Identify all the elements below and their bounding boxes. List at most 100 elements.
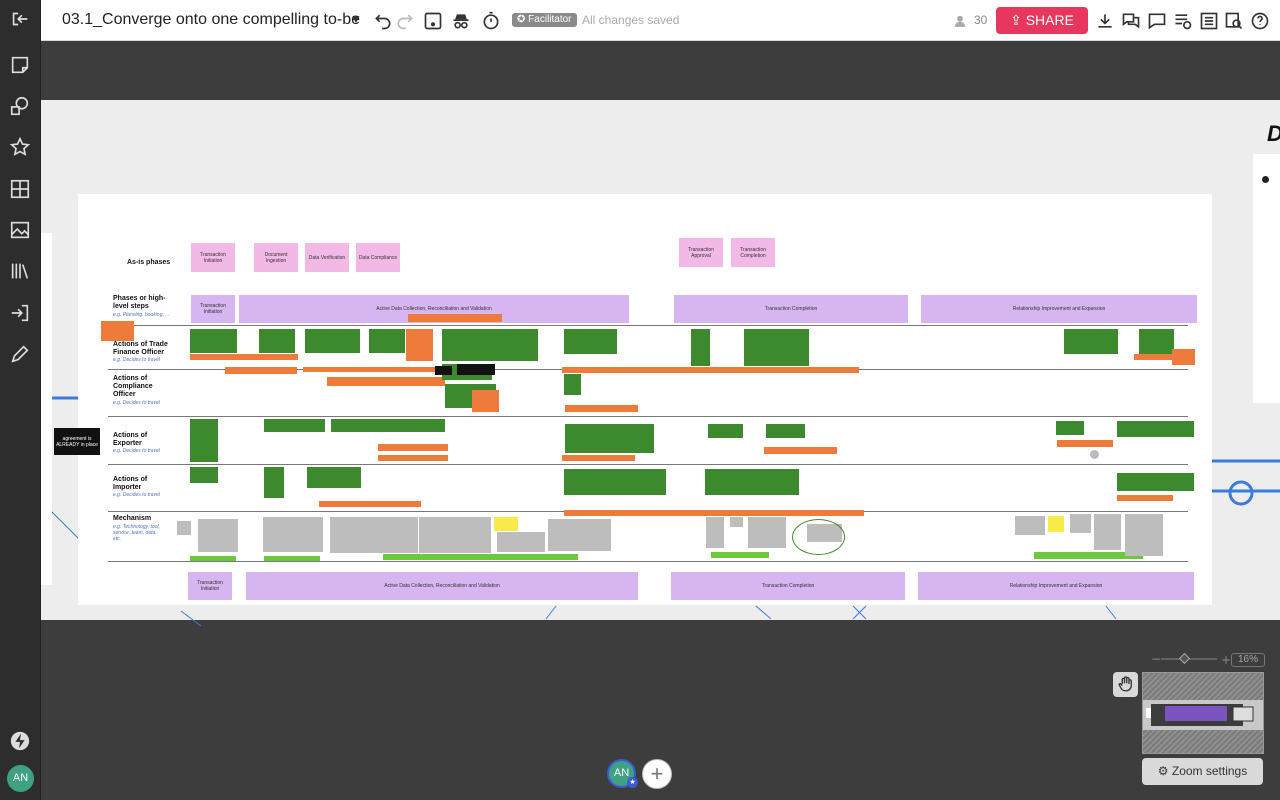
sticky-note[interactable] [564,469,666,495]
sticky-note[interactable] [748,517,786,548]
sticky-note[interactable] [730,517,743,527]
library-icon[interactable] [8,260,32,284]
user-avatar[interactable]: AN [7,765,34,792]
board-title[interactable]: 03.1_Converge onto one compelling to-be [62,11,360,28]
download-icon[interactable] [1093,9,1117,33]
private-mode-icon[interactable] [449,9,473,33]
orange-bar[interactable] [190,354,298,360]
sticky-note[interactable] [1064,329,1118,354]
timer-icon[interactable] [479,9,503,33]
sticky-note[interactable] [1094,514,1121,550]
zoom-settings-button[interactable]: ⚙ Zoom settings [1142,758,1263,785]
as-is-phase-card[interactable]: Data Verification [305,243,349,272]
help-icon[interactable] [1248,9,1272,33]
journey-map-frame[interactable]: As-is phases Phases or high-level steps … [78,194,1212,605]
sticky-note[interactable] [744,329,809,366]
orange-bar[interactable] [303,367,446,372]
sticky-note[interactable] [331,419,445,432]
sticky-note[interactable] [419,517,491,553]
sticky-note-icon[interactable] [8,54,32,78]
orange-bar[interactable] [562,455,635,461]
sticky-note[interactable] [706,517,724,548]
orange-note[interactable] [101,321,134,341]
pen-icon[interactable] [8,343,32,367]
undo-icon[interactable] [371,9,395,33]
sticky-note[interactable] [1172,349,1195,365]
import-icon[interactable] [8,302,32,326]
sticky-note[interactable] [259,329,295,353]
sticky-note[interactable] [564,519,611,551]
list-icon[interactable] [1197,9,1221,33]
sticky-note[interactable] [691,329,710,366]
hand-tool-button[interactable] [1113,672,1138,697]
green-bar[interactable] [1034,552,1143,559]
agreement-note[interactable]: agreement is ALREADY in place [54,428,100,455]
sticky-note[interactable] [263,517,323,552]
sticky-note[interactable] [406,329,433,361]
sticky-note[interactable] [564,374,581,395]
sticky-note[interactable] [190,419,218,462]
phase-card[interactable]: Transaction Completion [671,572,905,600]
sticky-note[interactable] [307,467,361,488]
redo-icon[interactable] [393,9,417,33]
orange-bar[interactable] [319,501,421,507]
sticky-note[interactable] [1139,329,1174,354]
board-canvas[interactable]: D As-is phases Phases or high-level step… [41,41,1280,800]
phase-card[interactable]: Active Data Collection, Reconciliation a… [246,572,638,600]
sticky-note[interactable] [198,519,238,552]
star-icon[interactable] [8,136,32,160]
orange-bar[interactable] [225,367,297,374]
sticky-note[interactable] [705,469,799,495]
search-icon[interactable] [1222,9,1246,33]
sticky-note[interactable] [1048,516,1064,532]
facilitator-badge[interactable]: ✪ Facilitator [512,13,577,27]
sticky-note[interactable] [190,329,237,353]
phase-card[interactable]: Transaction Initiation [188,572,232,600]
sticky-note[interactable] [369,329,405,353]
orange-bar[interactable] [764,447,837,454]
sticky-note[interactable] [435,366,452,375]
exit-board-icon[interactable] [8,8,32,32]
grid-icon[interactable] [8,178,32,202]
as-is-phase-card[interactable]: Data Compliance [356,243,400,272]
orange-bar[interactable] [564,510,864,516]
sticky-note[interactable] [1117,473,1194,491]
phase-card[interactable]: Relationship Improvement and Expansion [921,295,1197,323]
phase-card[interactable]: Transaction Completion [674,295,908,323]
sticky-note[interactable] [442,329,538,361]
sticky-note[interactable] [1056,421,1084,435]
lightning-icon[interactable] [8,730,32,754]
sticky-note[interactable] [1117,421,1194,437]
zoom-slider[interactable]: − + [1151,652,1269,667]
activity-icon[interactable] [1171,9,1195,33]
sticky-note[interactable] [494,517,518,531]
sticky-note[interactable] [1070,514,1091,533]
sticky-note[interactable] [330,517,418,553]
as-is-phase-card[interactable]: Transaction Completion [731,238,775,267]
add-participant-button[interactable]: + [642,759,672,789]
chevron-down-icon[interactable]: ▼ [350,12,362,26]
comments-icon[interactable] [1119,9,1143,33]
chat-icon[interactable] [1145,9,1169,33]
sticky-note[interactable] [457,364,495,375]
as-is-phase-card[interactable]: Document Ingestion [254,243,298,272]
sticky-note[interactable] [1015,516,1045,535]
orange-bar[interactable] [378,444,448,451]
sticky-note[interactable] [264,467,284,498]
sticky-note[interactable] [190,467,218,483]
green-bar[interactable] [383,554,578,560]
orange-bar[interactable] [1134,354,1194,360]
sticky-note[interactable] [564,329,617,354]
sticky-note[interactable] [708,424,743,438]
sticky-note[interactable] [177,521,191,535]
green-bar[interactable] [190,556,236,561]
sticky-note[interactable] [264,419,325,432]
orange-bar[interactable] [408,314,502,322]
shapes-icon[interactable] [8,95,32,119]
sticky-note[interactable] [565,424,654,453]
orange-bar[interactable] [378,455,448,461]
image-icon[interactable] [8,219,32,243]
sticky-note[interactable] [305,329,360,353]
orange-bar[interactable] [1057,440,1113,447]
frame-icon[interactable] [421,9,445,33]
